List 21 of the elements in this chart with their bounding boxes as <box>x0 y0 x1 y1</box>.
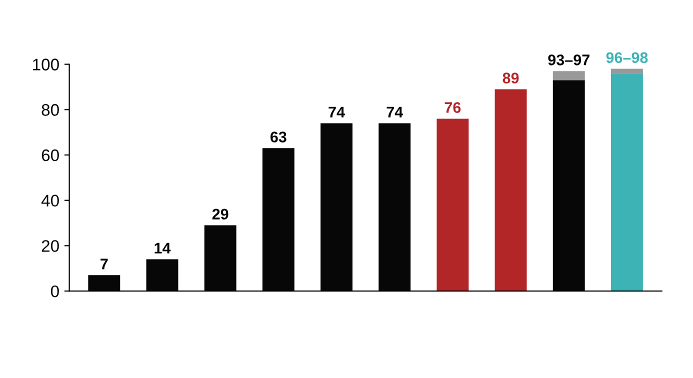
y-tick-label: 80 <box>42 104 59 116</box>
bar <box>610 73 643 292</box>
y-tick-label: 40 <box>41 194 59 207</box>
data-label: 7 <box>100 258 108 270</box>
bar <box>610 68 643 74</box>
data-label: 93–97 <box>548 54 590 66</box>
y-tick-label: 60 <box>42 149 59 162</box>
y-tick-label: 100 <box>33 58 59 70</box>
bar <box>436 118 469 292</box>
bar <box>494 89 527 292</box>
data-label: 74 <box>328 106 345 118</box>
data-label: 29 <box>212 208 228 220</box>
y-tick-label: 0 <box>50 285 59 298</box>
data-label: 96–98 <box>606 52 648 64</box>
data-label: 74 <box>386 106 404 118</box>
data-label: 89 <box>502 72 519 84</box>
data-label: 76 <box>444 102 461 113</box>
data-label: 14 <box>154 242 171 254</box>
data-label: 63 <box>270 132 286 142</box>
y-tick-label: 20 <box>42 240 59 252</box>
bar <box>552 71 585 80</box>
